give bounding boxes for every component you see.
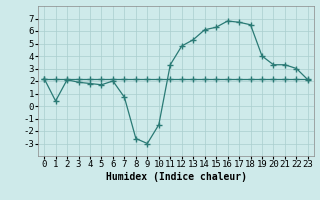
- X-axis label: Humidex (Indice chaleur): Humidex (Indice chaleur): [106, 172, 246, 182]
